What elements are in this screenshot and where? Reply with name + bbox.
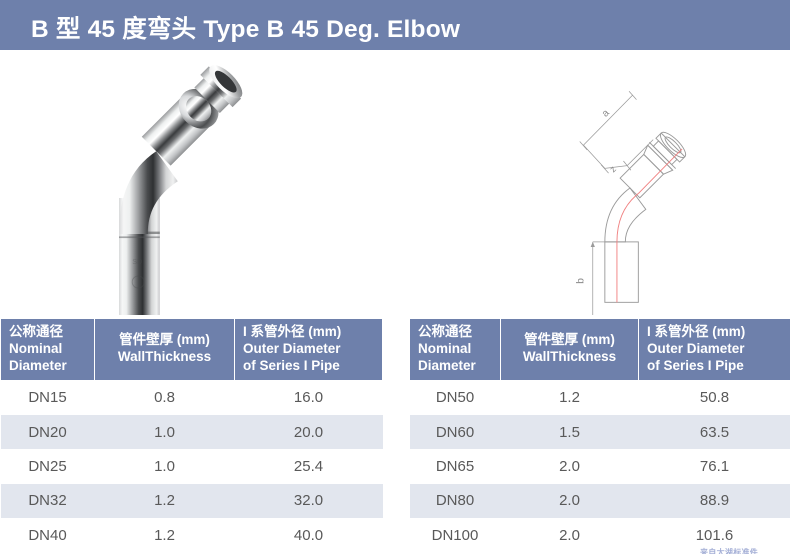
svg-text:SD: SD [132, 257, 142, 266]
svg-text:b: b [575, 278, 586, 284]
svg-text:z: z [608, 164, 619, 175]
